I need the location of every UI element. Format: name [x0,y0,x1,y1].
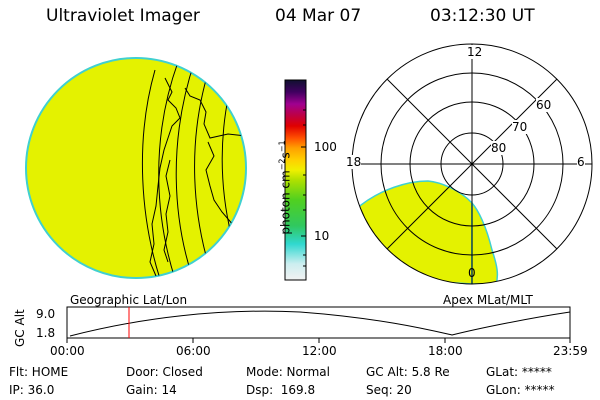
lat-label-60: 60 [536,98,552,112]
colorbar-ticks [301,109,306,267]
colorbar-tick-10: 10 [314,229,330,243]
date-label: 04 Mar 07 [275,6,362,26]
time-tick-3: 18:00 [428,344,463,358]
ip-status: IP: 36.0 [9,383,55,397]
coastline [149,77,181,277]
longitude-line [141,69,163,278]
lat-label-70: 70 [512,120,528,134]
colorbar-unit-label: photon cm−2s−1 [278,113,293,263]
flight-status: Flt: HOME [9,365,69,379]
instrument-title: Ultraviolet Imager [46,6,200,26]
unit-exp-2: −1 [277,140,287,153]
mode-status: Mode: Normal [246,365,330,379]
door-status: Door: Closed [126,365,203,379]
dsp-status: Dsp: 169.8 [246,383,316,397]
geographic-label: Geographic Lat/Lon [70,293,188,307]
lat-label-80: 80 [491,141,507,155]
unit-s: s [278,152,293,159]
time-label: 03:12:30 UT [430,6,535,26]
mlt-label-18: 18 [346,155,362,169]
alt-ymax: 9.0 [36,307,56,321]
glon-status: GLon: ***** [486,383,555,397]
geographic-image [25,57,247,279]
coastline [163,159,171,263]
mlt-label-6: 6 [577,155,585,169]
unit-exp-1: −2 [277,158,287,171]
colorbar [284,79,307,281]
gc-alt-axis-label: GC Alt [13,309,27,347]
earth-disk [25,57,247,279]
altitude-strip [66,306,571,343]
time-tick-2: 12:00 [302,344,337,358]
polar-plot [351,43,593,285]
glat-status: GLat: ***** [486,365,552,379]
mlt-line-diag2 [386,78,558,250]
mlt-label-0: 0 [468,266,476,280]
gc-alt-status: GC Alt: 5.8 Re [366,365,450,379]
apex-label: Apex MLat/MLT [443,293,533,307]
colorbar-tick-100: 100 [314,140,337,154]
alt-ymin: 1.8 [36,326,56,340]
gain-status: Gain: 14 [126,383,177,397]
time-tick-4: 23:59 [553,344,588,358]
time-tick-1: 06:00 [176,344,211,358]
mlt-label-12: 12 [467,45,483,59]
unit-text: photon cm [278,170,293,235]
altitude-curve [69,310,571,337]
time-tick-0: 00:00 [50,344,85,358]
coastline [184,87,246,139]
seq-status: Seq: 20 [366,383,412,397]
auroral-fill [471,200,499,284]
